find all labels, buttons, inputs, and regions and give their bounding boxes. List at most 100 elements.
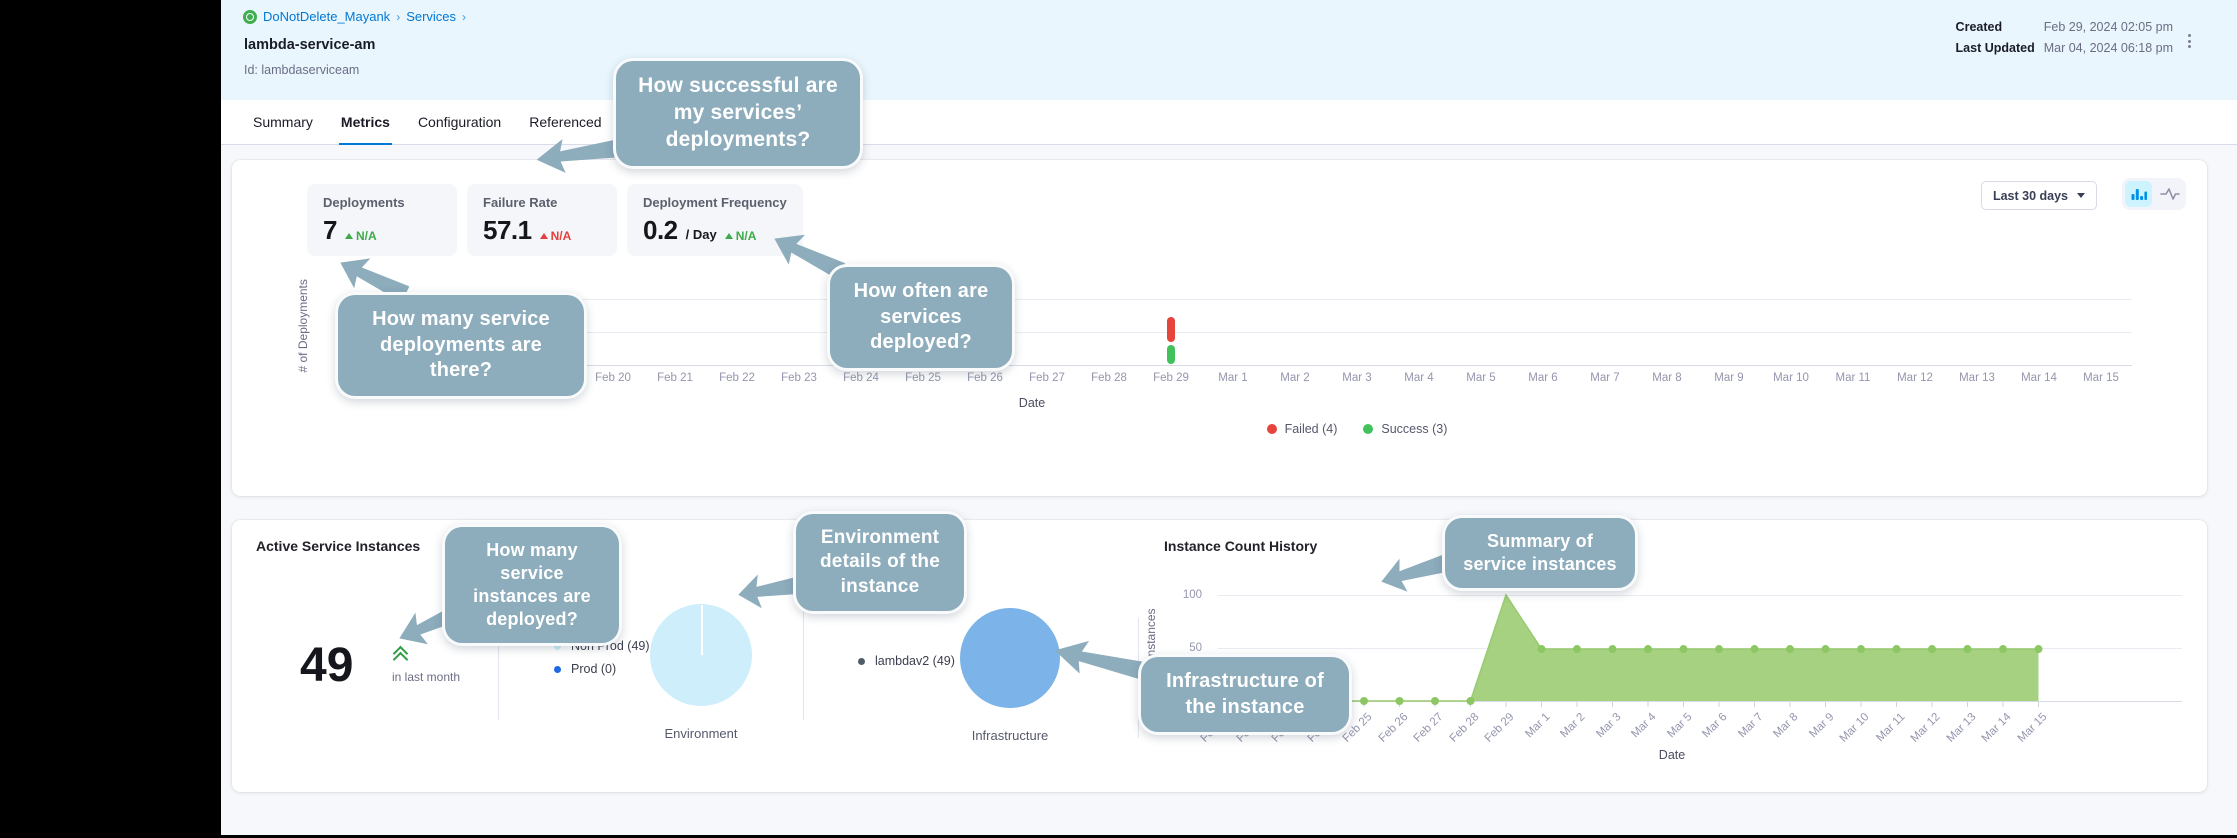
tab-metrics[interactable]: Metrics <box>338 100 392 145</box>
data-point[interactable] <box>1466 697 1475 705</box>
infrastructure-legend: lambdav2 (49) <box>858 654 955 668</box>
count-trend: in last month <box>392 645 461 684</box>
pie-slice-divider <box>701 605 703 655</box>
x-axis-tick: Mar 14 <box>2021 372 2057 384</box>
x-axis-tick: Mar 1 <box>1218 372 1248 384</box>
tab-bar: Summary Metrics Configuration Referenced <box>221 100 2237 145</box>
environment-caption: Environment <box>664 726 738 741</box>
data-point[interactable] <box>1679 645 1688 654</box>
deployments-chart-legend: Failed (4) Success (3) <box>582 422 2132 436</box>
tab-configuration[interactable]: Configuration <box>417 114 502 130</box>
metric-trend: N/A <box>344 229 377 243</box>
legend-item-success[interactable]: Success (3) <box>1363 422 1447 436</box>
metric-suffix: / Day <box>685 227 717 242</box>
metric-label: Deployment Frequency <box>643 195 787 210</box>
gridline <box>582 365 2132 366</box>
data-point[interactable] <box>1644 645 1652 654</box>
y-axis-tick: 50 <box>1189 642 1202 654</box>
legend-dot <box>554 665 561 673</box>
metric-value: 7 <box>323 215 337 245</box>
x-axis-tick: Mar 5 <box>1466 372 1496 384</box>
divider <box>803 608 804 720</box>
project-icon <box>243 9 257 24</box>
metric-trend: N/A <box>724 229 756 243</box>
infrastructure-pie-chart[interactable] <box>960 608 1060 708</box>
chevron-down-icon <box>2077 193 2085 198</box>
service-id: Id: lambdaserviceam <box>244 63 360 77</box>
divider <box>498 608 499 720</box>
metric-tile-deployments: Deployments 7 N/A <box>307 184 457 256</box>
metric-label: Failure Rate <box>483 195 558 210</box>
data-point[interactable] <box>1821 645 1830 654</box>
data-point[interactable] <box>1786 645 1794 654</box>
metric-value-row: 0.2 / Day N/A <box>643 215 787 246</box>
legend-label: lambdav2 (49) <box>875 654 955 668</box>
legend-label: Success (3) <box>1381 422 1448 436</box>
data-point[interactable] <box>1750 645 1759 654</box>
chart-view-toggle <box>2122 178 2186 210</box>
callout-arrow <box>1048 629 1148 693</box>
count-caption: in last month <box>392 670 461 684</box>
active-instances-count: 49 <box>300 639 354 692</box>
data-point[interactable] <box>1360 697 1368 705</box>
callout-1: How many service deployments are there? <box>335 292 587 399</box>
data-point[interactable] <box>1999 645 2007 654</box>
callout-6: Infrastructure of the instance <box>1138 654 1352 736</box>
x-axis-tick: Mar 13 <box>1959 372 1995 384</box>
trend-delta: N/A <box>355 229 377 243</box>
x-axis-tick: Feb 21 <box>657 372 693 384</box>
data-point[interactable] <box>1608 645 1617 654</box>
data-point[interactable] <box>1395 697 1404 705</box>
page-title: lambda-service-am <box>244 37 376 53</box>
trend-delta: N/A <box>550 229 572 243</box>
x-axis-line <box>1218 701 2182 702</box>
created-value: Feb 29, 2024 02:05 pm <box>2043 20 2173 34</box>
breadcrumb-project-link[interactable]: DoNotDelete_Mayank <box>263 9 391 24</box>
legend-item-failed[interactable]: Failed (4) <box>1266 422 1337 436</box>
x-axis-tick: Feb 27 <box>1029 372 1065 384</box>
x-axis-tick: Mar 2 <box>1280 372 1310 384</box>
data-point[interactable] <box>1892 645 1901 654</box>
data-point[interactable] <box>1963 645 1972 654</box>
data-point[interactable] <box>2034 645 2043 654</box>
x-axis-title: Date <box>1018 396 1046 410</box>
area-chart-canvas <box>1218 593 2043 707</box>
breadcrumb-separator: › <box>396 9 401 24</box>
metric-tiles: Deployments 7 N/A Failure Rate 57.1 N/A Deploy… <box>307 184 803 256</box>
bar-success[interactable] <box>1167 345 1175 364</box>
x-axis-title: Date <box>1658 748 1686 762</box>
legend-item-lambdav2-49[interactable]: lambdav2 (49) <box>858 654 955 668</box>
callout-4: Environment details of the instance <box>793 511 967 614</box>
data-point[interactable] <box>1537 645 1546 654</box>
legend-dot <box>1266 424 1277 434</box>
data-point[interactable] <box>1928 645 1936 654</box>
instance-history-title: Instance Count History <box>1164 538 1318 554</box>
breadcrumb-services-link[interactable]: Services <box>406 9 457 24</box>
x-axis-tick: Mar 15 <box>2083 372 2119 384</box>
x-axis-tick: Mar 8 <box>1652 372 1682 384</box>
x-axis-tick: Feb 20 <box>595 372 631 384</box>
data-point[interactable] <box>1715 645 1723 654</box>
data-point[interactable] <box>1857 645 1865 654</box>
tab-referenced[interactable]: Referenced <box>529 114 602 130</box>
legend-item-prod-0[interactable]: Prod (0) <box>554 662 650 676</box>
tab-summary[interactable]: Summary <box>253 114 313 130</box>
bar-failed[interactable] <box>1167 316 1175 343</box>
service-meta: Created Feb 29, 2024 02:05 pm Last Updat… <box>1956 20 2173 55</box>
time-range-select[interactable]: Last 30 days <box>1980 181 2097 210</box>
x-axis-tick: Mar 10 <box>1773 372 1809 384</box>
metric-tile-failure-rate: Failure Rate 57.1 N/A <box>467 184 617 256</box>
data-point[interactable] <box>1431 697 1439 705</box>
more-options-icon[interactable] <box>2186 32 2193 50</box>
callout-arrow <box>1374 542 1453 604</box>
callout-5: Summary of service instances <box>1442 515 1638 592</box>
line-chart-view-button[interactable] <box>2156 181 2183 207</box>
legend-label: Prod (0) <box>571 662 617 676</box>
created-label: Created <box>1955 20 2003 34</box>
bar-chart-view-button[interactable] <box>2125 181 2152 207</box>
data-point[interactable] <box>1573 645 1581 654</box>
environment-pie-chart[interactable] <box>650 604 752 706</box>
metric-value: 0.2 <box>643 215 678 245</box>
metric-tile-deployment-frequency: Deployment Frequency 0.2 / Day N/A <box>627 184 803 256</box>
